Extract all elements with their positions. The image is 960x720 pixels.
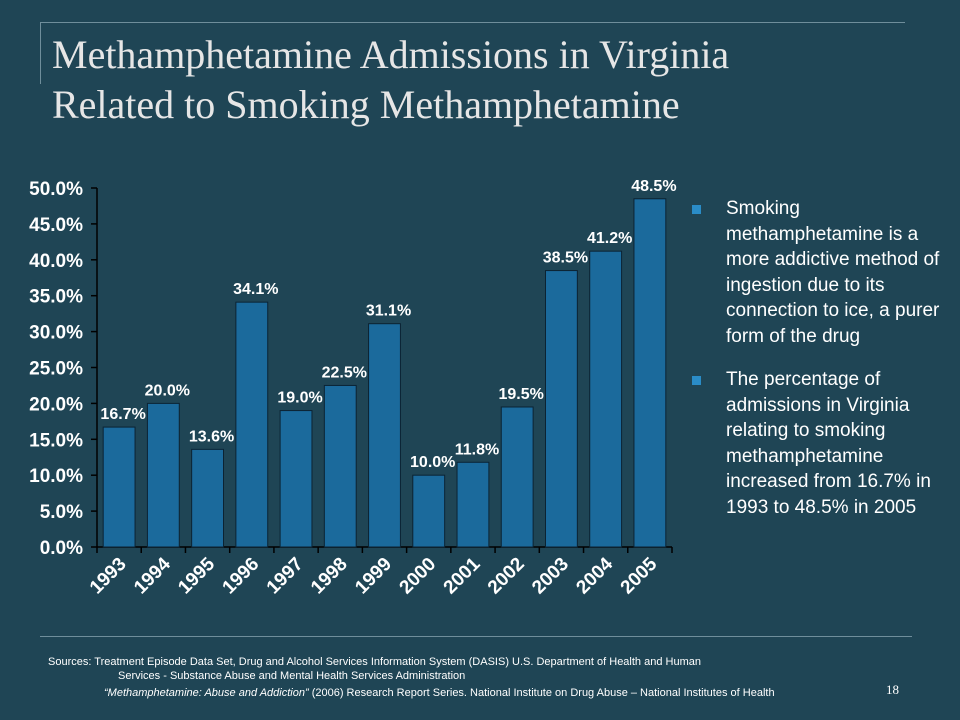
footer-rule bbox=[40, 636, 912, 637]
y-tick-label: 40.0% bbox=[29, 251, 83, 272]
y-tick-label: 20.0% bbox=[29, 394, 83, 415]
data-label-1995: 13.6% bbox=[189, 428, 234, 445]
slide-title-line2: Related to Smoking Methamphetamine bbox=[52, 82, 680, 127]
bar-2000 bbox=[412, 474, 446, 548]
x-tick-label-2002: 2002 bbox=[484, 554, 529, 599]
data-label-1994: 20.0% bbox=[145, 382, 190, 399]
bullet-item: The percentage of admissions in Virginia… bbox=[690, 367, 955, 520]
y-tick-label: 5.0% bbox=[40, 502, 83, 523]
bar-1995 bbox=[191, 448, 224, 548]
sources-note: Sources: Treatment Episode Data Set, Dru… bbox=[48, 655, 888, 700]
x-tick-label-1995: 1995 bbox=[174, 553, 219, 598]
slide-title-line1: Methamphetamine Admissions in Virginia bbox=[52, 32, 730, 77]
data-label-2004: 41.2% bbox=[587, 230, 632, 247]
x-tick-label-2004: 2004 bbox=[572, 553, 617, 598]
slide-title: Methamphetamine Admissions in Virginia R… bbox=[52, 30, 932, 130]
square-bullet-icon bbox=[692, 205, 701, 214]
x-tick-label-1997: 1997 bbox=[263, 554, 308, 599]
bar-2003 bbox=[545, 270, 578, 548]
square-bullet-icon bbox=[692, 376, 701, 385]
y-tick-label: 10.0% bbox=[29, 466, 83, 487]
x-tick-label-1994: 1994 bbox=[130, 553, 175, 598]
data-label-1998: 22.5% bbox=[322, 364, 367, 381]
bullet-list: Smoking methamphetamine is a more addict… bbox=[690, 196, 955, 538]
data-label-1993: 16.7% bbox=[100, 406, 145, 423]
x-tick-label-2005: 2005 bbox=[617, 553, 662, 598]
data-label-2003: 38.5% bbox=[543, 250, 588, 267]
x-tick-label-1999: 1999 bbox=[351, 554, 396, 599]
sources-line3: “Methamphetamine: Abuse and Addiction” (… bbox=[48, 686, 888, 700]
admissions-bar-chart: 0.0% 5.0% 10.0% 15.0% 20.0% 25.0% 30.0% 35.0% 40… bbox=[29, 178, 676, 599]
sources-line1: Sources: Treatment Episode Data Set, Dru… bbox=[48, 656, 701, 668]
x-tick-label-1993: 1993 bbox=[86, 554, 131, 599]
sources-line3-rest: (2006) Research Report Series. National … bbox=[308, 687, 775, 699]
x-tick-label-2000: 2000 bbox=[396, 554, 441, 599]
sources-quote: “Methamphetamine: Abuse and Addiction” bbox=[104, 687, 309, 699]
x-tick-label-1998: 1998 bbox=[307, 554, 352, 599]
bullet-text: Smoking methamphetamine is a more addict… bbox=[726, 198, 940, 347]
y-tick-label: 0.0% bbox=[40, 538, 83, 559]
bar-1993 bbox=[102, 426, 136, 548]
y-tick-label: 15.0% bbox=[29, 430, 83, 451]
bar-2001 bbox=[456, 461, 490, 548]
bar-1998 bbox=[323, 384, 357, 548]
bar-2002 bbox=[500, 406, 534, 548]
page-number: 18 bbox=[886, 682, 899, 697]
sources-line2: Services - Substance Abuse and Mental He… bbox=[118, 670, 466, 682]
y-tick-label: 25.0% bbox=[29, 359, 83, 380]
bar-2005 bbox=[633, 198, 667, 548]
title-frame-left-rule bbox=[40, 22, 41, 84]
data-label-1996: 34.1% bbox=[233, 281, 278, 298]
bar-1997 bbox=[279, 410, 313, 548]
y-tick-label: 50.0% bbox=[29, 179, 83, 200]
y-tick-label: 45.0% bbox=[29, 215, 83, 236]
x-tick-label-1996: 1996 bbox=[219, 554, 264, 599]
x-tick-label-2003: 2003 bbox=[528, 554, 573, 599]
data-label-2001: 11.8% bbox=[455, 441, 499, 458]
bar-1994 bbox=[146, 402, 180, 548]
bar-2004 bbox=[589, 250, 623, 548]
bar-1999 bbox=[368, 323, 401, 548]
data-label-1997: 19.0% bbox=[277, 390, 322, 407]
data-label-1999: 31.1% bbox=[366, 303, 411, 320]
data-label-2002: 19.5% bbox=[499, 386, 544, 403]
data-label-2005: 48.5% bbox=[631, 178, 676, 195]
bullet-item: Smoking methamphetamine is a more addict… bbox=[690, 196, 955, 349]
bar-1996 bbox=[235, 301, 269, 548]
y-tick-label: 30.0% bbox=[29, 323, 83, 344]
x-tick-label-2001: 2001 bbox=[440, 553, 485, 598]
data-label-2000: 10.0% bbox=[410, 454, 455, 471]
bullet-text: The percentage of admissions in Virginia… bbox=[726, 369, 931, 518]
title-frame-top-rule bbox=[40, 22, 905, 23]
y-tick-label: 35.0% bbox=[29, 287, 83, 308]
